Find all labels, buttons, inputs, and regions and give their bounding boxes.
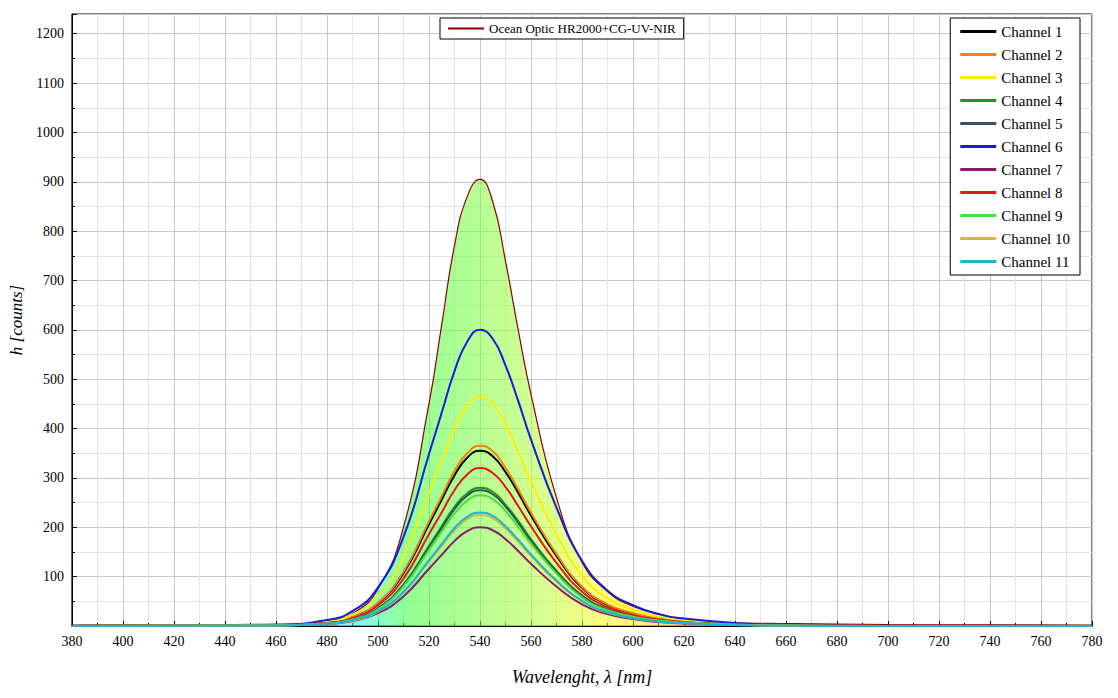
- svg-text:200: 200: [43, 520, 64, 535]
- svg-text:700: 700: [877, 634, 898, 649]
- svg-text:Channel 1: Channel 1: [1001, 24, 1062, 40]
- svg-text:100: 100: [43, 569, 64, 584]
- svg-text:Channel 9: Channel 9: [1001, 208, 1062, 224]
- svg-text:620: 620: [673, 634, 694, 649]
- svg-text:740: 740: [979, 634, 1000, 649]
- svg-text:Wavelenght, λ [nm]: Wavelenght, λ [nm]: [512, 667, 653, 687]
- svg-text:720: 720: [928, 634, 949, 649]
- svg-text:520: 520: [418, 634, 439, 649]
- svg-text:460: 460: [265, 634, 286, 649]
- svg-text:400: 400: [112, 634, 133, 649]
- svg-text:1000: 1000: [36, 125, 64, 140]
- svg-text:640: 640: [724, 634, 745, 649]
- svg-text:Channel 7: Channel 7: [1001, 162, 1063, 178]
- svg-text:580: 580: [571, 634, 592, 649]
- svg-text:1100: 1100: [36, 76, 63, 91]
- svg-text:480: 480: [316, 634, 337, 649]
- svg-text:540: 540: [469, 634, 490, 649]
- svg-text:500: 500: [367, 634, 388, 649]
- svg-text:Channel 6: Channel 6: [1001, 139, 1063, 155]
- svg-text:Channel 8: Channel 8: [1001, 185, 1062, 201]
- svg-text:Channel 10: Channel 10: [1001, 231, 1070, 247]
- svg-text:900: 900: [43, 174, 64, 189]
- svg-text:Channel 5: Channel 5: [1001, 116, 1062, 132]
- svg-text:Channel 11: Channel 11: [1001, 254, 1069, 270]
- svg-text:Channel 4: Channel 4: [1001, 93, 1063, 109]
- svg-text:660: 660: [775, 634, 796, 649]
- svg-text:Channel 2: Channel 2: [1001, 47, 1062, 63]
- svg-text:400: 400: [43, 421, 64, 436]
- svg-text:700: 700: [43, 273, 64, 288]
- svg-text:680: 680: [826, 634, 847, 649]
- svg-text:420: 420: [163, 634, 184, 649]
- svg-text:300: 300: [43, 470, 64, 485]
- svg-text:500: 500: [43, 372, 64, 387]
- svg-text:380: 380: [61, 634, 82, 649]
- svg-text:560: 560: [520, 634, 541, 649]
- svg-text:h [counts]: h [counts]: [7, 285, 26, 355]
- svg-text:440: 440: [214, 634, 235, 649]
- svg-text:780: 780: [1082, 634, 1103, 649]
- svg-text:Ocean Optic HR2000+CG-UV-NIR: Ocean Optic HR2000+CG-UV-NIR: [489, 21, 676, 36]
- svg-text:1200: 1200: [36, 26, 64, 41]
- svg-text:760: 760: [1030, 634, 1051, 649]
- svg-text:800: 800: [43, 224, 64, 239]
- svg-text:600: 600: [43, 322, 64, 337]
- svg-text:600: 600: [622, 634, 643, 649]
- svg-text:Channel 3: Channel 3: [1001, 70, 1062, 86]
